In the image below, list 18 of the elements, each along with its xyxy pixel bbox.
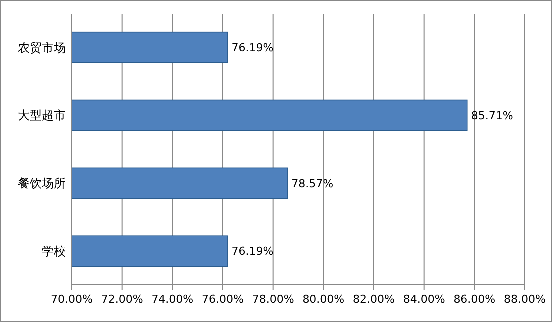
x-tick-label: 80.00% bbox=[302, 293, 345, 306]
y-tick-label: 餐饮场所 bbox=[18, 176, 66, 191]
x-tick-label: 88.00% bbox=[504, 293, 546, 306]
y-tick-label: 农贸市场 bbox=[18, 40, 66, 55]
data-label: 76.19% bbox=[232, 245, 274, 258]
x-tick-label: 84.00% bbox=[403, 293, 446, 306]
x-tick-label: 74.00% bbox=[152, 293, 194, 306]
x-tick-label: 82.00% bbox=[353, 293, 395, 306]
x-tick-label: 76.00% bbox=[202, 293, 244, 306]
data-label: 85.71% bbox=[471, 109, 514, 122]
x-tick-label: 78.00% bbox=[252, 293, 294, 306]
x-tick-label: 86.00% bbox=[454, 293, 496, 306]
data-label: 76.19% bbox=[232, 41, 274, 54]
x-tick-label: 70.00% bbox=[51, 293, 93, 306]
y-tick-label: 学校 bbox=[42, 244, 66, 259]
data-label: 78.57% bbox=[292, 177, 334, 190]
x-tick-label: 72.00% bbox=[101, 293, 144, 306]
y-tick-label: 大型超市 bbox=[18, 108, 66, 123]
